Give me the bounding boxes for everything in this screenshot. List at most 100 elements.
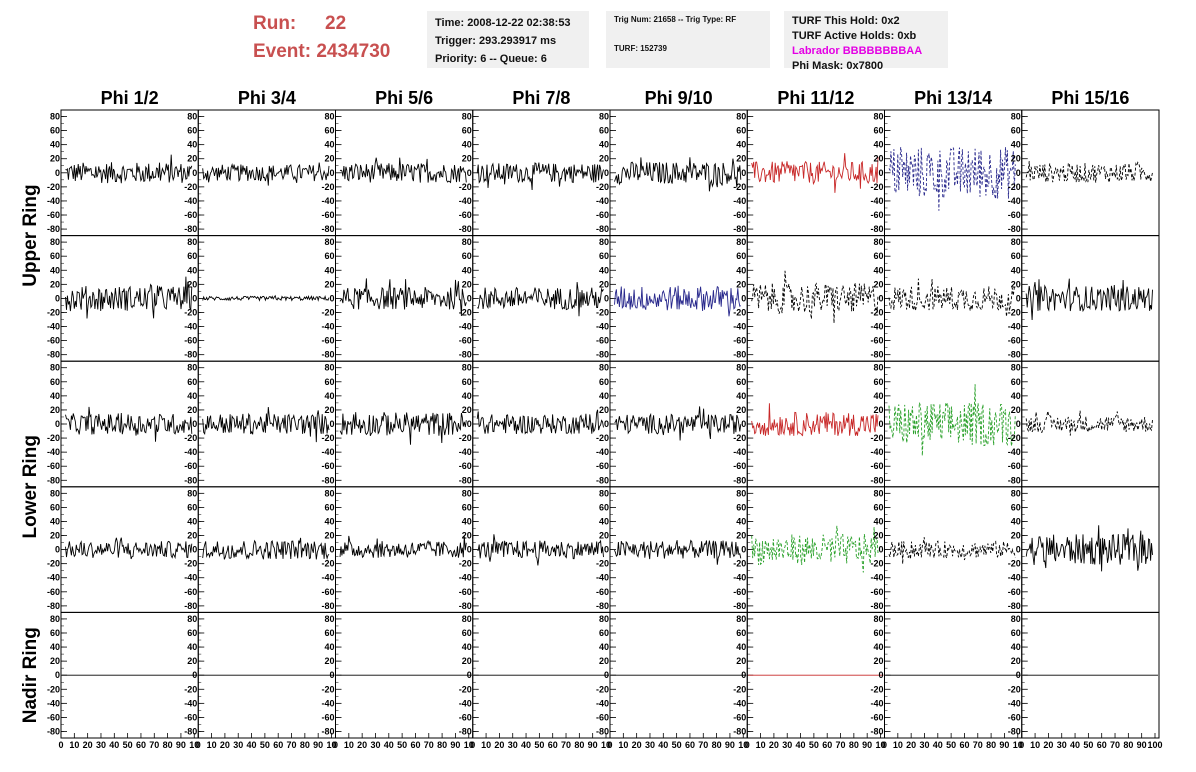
y-tick-label: -40: [184, 196, 197, 206]
x-tick-label: 10: [618, 740, 628, 750]
y-tick-label: -40: [47, 573, 60, 583]
y-tick-label: 80: [599, 237, 609, 247]
y-tick-label: -40: [1008, 698, 1021, 708]
x-tick-label: 90: [999, 740, 1009, 750]
y-tick-label: -80: [459, 601, 472, 611]
y-tick-label: 20: [599, 405, 609, 415]
y-tick-label: -40: [321, 573, 334, 583]
y-tick-label: -60: [184, 336, 197, 346]
waveform-trace: [614, 285, 742, 317]
x-tick-label: 80: [849, 740, 859, 750]
y-tick-label: 40: [599, 265, 609, 275]
x-tick-label: 10: [189, 740, 199, 750]
y-tick-label: -80: [184, 726, 197, 736]
y-tick-label: 60: [873, 377, 883, 387]
y-tick-label: 0: [467, 670, 472, 680]
y-tick-label: 0: [741, 545, 746, 555]
x-tick-label: 10: [756, 740, 766, 750]
y-tick-label: 40: [736, 391, 746, 401]
x-tick-label: 50: [260, 740, 270, 750]
y-tick-label: 60: [1011, 502, 1021, 512]
panel-frame: [60, 360, 199, 488]
y-tick-label: 80: [187, 237, 197, 247]
y-tick-label: 0: [329, 670, 334, 680]
y-tick-label: 80: [187, 363, 197, 373]
y-tick-label: -40: [1008, 196, 1021, 206]
y-tick-label: 20: [50, 154, 60, 164]
y-tick-label: -60: [733, 336, 746, 346]
y-tick-label: -20: [870, 433, 883, 443]
y-tick-label: -40: [733, 698, 746, 708]
y-tick-label: 40: [50, 516, 60, 526]
x-tick-label: 20: [220, 740, 230, 750]
y-tick-label: -80: [184, 350, 197, 360]
waveform-trace: [1025, 278, 1153, 321]
y-tick-label: -80: [1008, 601, 1021, 611]
y-tick-label: -60: [321, 210, 334, 220]
y-tick-label: -60: [321, 336, 334, 346]
y-tick-label: 0: [604, 168, 609, 178]
y-tick-label: -60: [184, 461, 197, 471]
y-tick-label: -40: [47, 698, 60, 708]
y-tick-label: -20: [596, 182, 609, 192]
y-tick-label: 60: [324, 502, 334, 512]
y-tick-label: 60: [324, 251, 334, 261]
y-tick-label: -60: [870, 712, 883, 722]
y-tick-label: -40: [321, 196, 334, 206]
y-tick-label: 80: [873, 237, 883, 247]
y-tick-label: -20: [321, 559, 334, 569]
x-tick-label: 60: [548, 740, 558, 750]
x-tick-label: 80: [437, 740, 447, 750]
y-tick-label: 20: [736, 656, 746, 666]
y-tick-label: 80: [50, 237, 60, 247]
y-tick-label: 0: [192, 419, 197, 429]
y-tick-label: -40: [459, 447, 472, 457]
y-tick-label: -40: [321, 322, 334, 332]
y-tick-label: -40: [321, 698, 334, 708]
y-tick-label: -80: [596, 224, 609, 234]
y-tick-label: 60: [1011, 251, 1021, 261]
waveform-trace: [614, 406, 742, 441]
y-tick-label: -20: [596, 307, 609, 317]
waveform-trace: [751, 270, 879, 324]
y-tick-label: 60: [599, 502, 609, 512]
y-tick-label: -20: [733, 559, 746, 569]
y-tick-label: 20: [736, 531, 746, 541]
y-tick-label: -40: [459, 698, 472, 708]
y-tick-label: -40: [1008, 447, 1021, 457]
y-tick-label: -80: [321, 224, 334, 234]
x-tick-label: 60: [410, 740, 420, 750]
x-tick-label: 60: [822, 740, 832, 750]
column-header: Phi 7/8: [512, 88, 570, 108]
x-tick-label: 30: [1057, 740, 1067, 750]
x-tick-label: 20: [494, 740, 504, 750]
x-tick-label: 20: [83, 740, 93, 750]
y-tick-label: 80: [462, 112, 472, 122]
x-tick-label: 10: [69, 740, 79, 750]
x-tick-label: 90: [1137, 740, 1147, 750]
y-tick-label: -60: [870, 336, 883, 346]
y-tick-label: -80: [733, 224, 746, 234]
y-tick-label: 60: [50, 251, 60, 261]
y-tick-label: -60: [870, 587, 883, 597]
y-tick-label: -60: [733, 210, 746, 220]
waveform-trace: [202, 162, 330, 186]
x-tick-label: 40: [247, 740, 257, 750]
y-tick-label: 0: [1016, 545, 1021, 555]
x-tick-label: 30: [645, 740, 655, 750]
y-tick-label: -40: [1008, 322, 1021, 332]
y-tick-label: 80: [324, 488, 334, 498]
y-tick-label: 60: [736, 126, 746, 136]
x-tick-label: 60: [685, 740, 695, 750]
y-tick-label: 0: [329, 545, 334, 555]
y-tick-label: 40: [462, 516, 472, 526]
y-tick-label: -80: [184, 224, 197, 234]
x-tick-label: 90: [725, 740, 735, 750]
y-tick-label: 0: [55, 168, 60, 178]
y-tick-label: 0: [604, 419, 609, 429]
x-tick-label: 10: [344, 740, 354, 750]
y-tick-label: 60: [50, 377, 60, 387]
y-tick-label: -60: [733, 712, 746, 722]
y-tick-label: -60: [184, 712, 197, 722]
x-tick-label: 20: [1043, 740, 1053, 750]
